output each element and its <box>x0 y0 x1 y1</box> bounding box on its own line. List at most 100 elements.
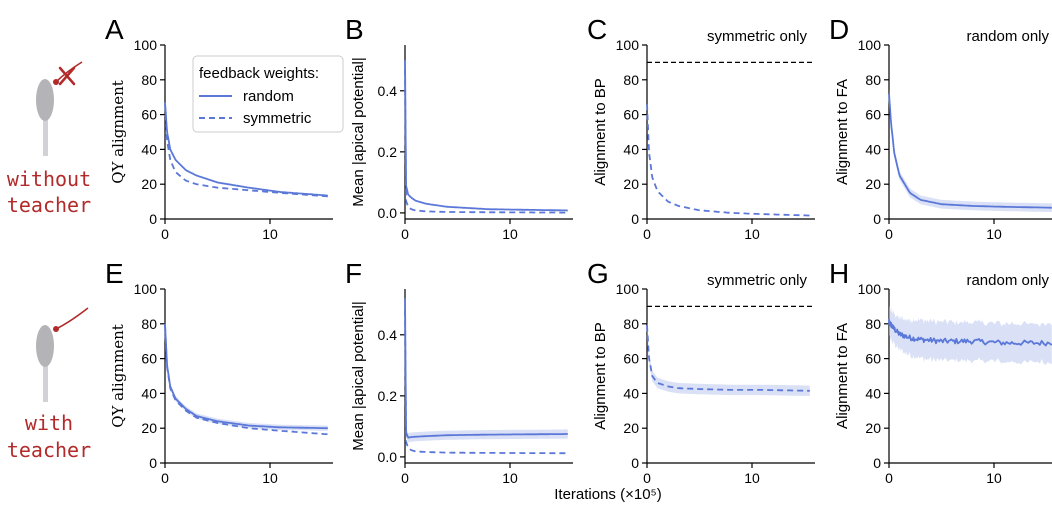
confidence-band-symmetric <box>647 320 810 396</box>
y-tick-label: 80 <box>141 72 157 88</box>
y-tick-label: 80 <box>141 316 157 332</box>
row-label-line1: without <box>7 167 91 191</box>
x-tick-label: 0 <box>643 470 651 486</box>
x-tick-label: 0 <box>401 470 409 486</box>
x-tick-label: 0 <box>643 226 651 242</box>
x-tick-label: 0 <box>161 470 169 486</box>
x-tick-label: 0 <box>885 470 893 486</box>
y-axis-label: QY alignment <box>109 80 127 184</box>
y-axis-label: Mean |apical potential| <box>350 57 367 207</box>
y-tick-label: 80 <box>865 72 881 88</box>
y-tick-label: 0.0 <box>378 449 398 465</box>
y-axis-label: QY alignment <box>109 324 127 428</box>
y-axis-label: Mean |apical potential| <box>350 301 367 451</box>
row-label-line1: with <box>25 411 73 435</box>
neuron-axon <box>43 112 48 156</box>
y-axis-label: Alignment to BP <box>592 322 609 430</box>
panel-letter: C <box>587 14 607 45</box>
y-tick-label: 0.4 <box>378 83 398 99</box>
y-tick-label: 0 <box>873 455 881 471</box>
neuron-soma <box>36 325 54 367</box>
teacher-input-line <box>55 307 89 330</box>
x-tick-label: 10 <box>502 226 518 242</box>
y-tick-label: 60 <box>141 351 157 367</box>
panel-B: B Mean |apical potential| 0.0 0.2 0.4 0 10 <box>345 14 573 242</box>
series-line-symmetric <box>646 324 810 392</box>
teacher-synapse <box>53 326 59 332</box>
y-tick-label: 100 <box>134 281 158 297</box>
panel-title: symmetric only <box>707 28 808 45</box>
y-tick-label: 60 <box>623 107 639 123</box>
legend: feedback weights: random symmetric <box>192 55 344 133</box>
panel-F: F Mean |apical potential| 0.0 0.2 0.4 0 10 <box>345 258 573 486</box>
y-tick-label: 0 <box>631 455 639 471</box>
panel-title: random only <box>966 272 1049 289</box>
row-label-line2: teacher <box>7 193 91 217</box>
y-tick-label: 0 <box>149 455 157 471</box>
series-line-random <box>888 318 1052 347</box>
panel-letter: A <box>105 14 124 45</box>
y-tick-label: 80 <box>623 316 639 332</box>
panel-A: A QY alignment 0 20 40 60 80 100 0 10 <box>105 14 333 242</box>
y-tick-label: 20 <box>623 176 639 192</box>
series-line-random <box>404 298 568 439</box>
y-tick-label: 0.2 <box>378 144 398 160</box>
y-tick-label: 60 <box>865 351 881 367</box>
series-line-symmetric <box>404 69 568 214</box>
row-label-line2: teacher <box>7 438 91 462</box>
y-tick-label: 20 <box>865 176 881 192</box>
y-tick-label: 60 <box>623 351 639 367</box>
series-line-symmetric <box>164 103 328 198</box>
row-icon-with-teacher <box>36 307 89 402</box>
x-tick-label: 0 <box>401 226 409 242</box>
y-tick-label: 100 <box>858 37 882 53</box>
x-tick-label: 10 <box>744 470 760 486</box>
series-line-random <box>164 101 328 197</box>
y-tick-label: 20 <box>623 420 639 436</box>
series-line-random <box>888 92 1052 209</box>
y-tick-label: 100 <box>858 281 882 297</box>
neuron-axon <box>43 358 48 402</box>
legend-box <box>192 55 344 133</box>
x-tick-label: 10 <box>262 470 278 486</box>
y-axis-label: Alignment to FA <box>834 79 851 185</box>
x-tick-label: 10 <box>744 226 760 242</box>
y-tick-label: 20 <box>141 420 157 436</box>
panel-title: symmetric only <box>707 272 808 289</box>
y-tick-label: 0 <box>631 211 639 227</box>
confidence-band-random <box>405 293 568 443</box>
x-tick-label: 0 <box>885 226 893 242</box>
y-tick-label: 40 <box>141 141 157 157</box>
y-tick-label: 60 <box>865 107 881 123</box>
y-tick-label: 80 <box>865 316 881 332</box>
shared-x-axis-label: Iterations (×10⁵) <box>554 486 662 503</box>
x-tick-label: 0 <box>161 226 169 242</box>
confidence-band-random <box>889 89 1052 212</box>
y-tick-label: 100 <box>134 37 158 53</box>
legend-title: feedback weights: <box>199 65 319 82</box>
y-axis-label: Alignment to BP <box>592 78 609 186</box>
series-line-random <box>404 60 568 212</box>
panel-letter: B <box>345 14 364 45</box>
y-tick-label: 100 <box>616 281 640 297</box>
series-line-random <box>164 323 328 430</box>
legend-label-random: random <box>243 88 294 105</box>
y-tick-label: 40 <box>865 141 881 157</box>
x-tick-label: 10 <box>262 226 278 242</box>
legend-label-symmetric: symmetric <box>243 110 312 127</box>
y-tick-label: 20 <box>141 176 157 192</box>
confidence-band-random <box>165 321 328 431</box>
neuron-soma <box>36 79 54 121</box>
y-axis-label: Alignment to FA <box>834 323 851 429</box>
series-line-symmetric <box>646 103 810 217</box>
teacher-synapse <box>53 79 59 85</box>
panel-letter: E <box>105 258 124 289</box>
y-tick-label: 0.0 <box>378 205 398 221</box>
panel-letter: D <box>829 14 849 45</box>
panel-letter: H <box>829 258 849 289</box>
x-tick-label: 10 <box>986 226 1002 242</box>
